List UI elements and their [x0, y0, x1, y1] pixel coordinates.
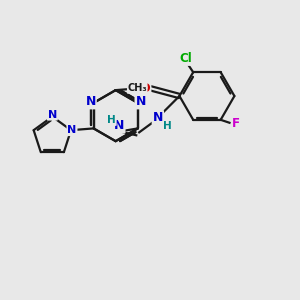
Text: H: H [163, 122, 172, 131]
Text: N: N [153, 111, 163, 124]
Text: N: N [85, 95, 96, 108]
Text: CH₃: CH₃ [128, 83, 147, 93]
Text: Cl: Cl [179, 52, 192, 65]
Text: O: O [140, 82, 150, 95]
Text: F: F [232, 117, 240, 130]
Text: N: N [48, 110, 57, 120]
Text: H: H [107, 115, 116, 125]
Text: N: N [136, 95, 146, 108]
Text: N: N [114, 119, 124, 133]
Text: N: N [68, 125, 76, 135]
